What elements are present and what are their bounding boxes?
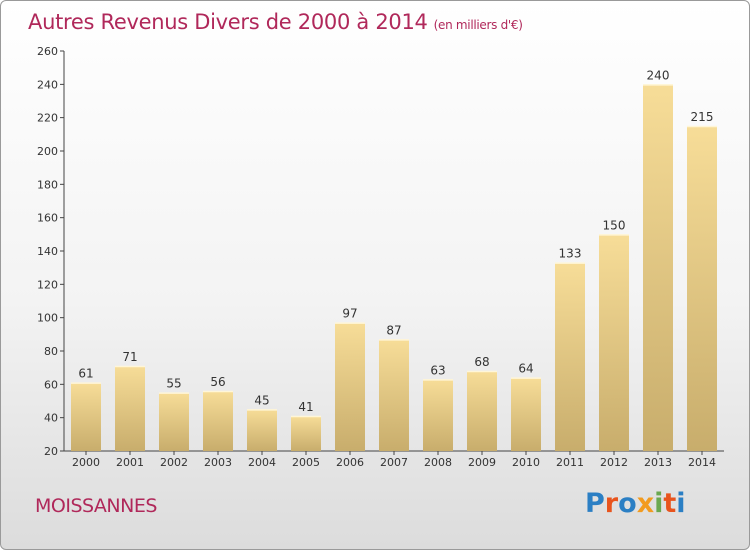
x-tick-label: 2000 — [72, 456, 100, 469]
bar-value-label: 56 — [210, 375, 225, 389]
bar-value-label: 150 — [603, 218, 626, 232]
bar-value-label: 97 — [342, 307, 357, 321]
bar-value-label: 55 — [166, 377, 181, 391]
logo-letter: o — [618, 488, 637, 519]
y-tick-label: 60 — [44, 378, 58, 391]
y-tick-label: 20 — [44, 445, 58, 458]
x-tick-label: 2004 — [248, 456, 276, 469]
x-tick-label: 2007 — [380, 456, 408, 469]
bar-value-label: 133 — [559, 247, 582, 261]
y-tick-label: 260 — [37, 45, 58, 58]
bar-value-label: 87 — [386, 323, 401, 337]
bar-value-label: 41 — [298, 400, 313, 414]
bar-value-label: 45 — [254, 393, 269, 407]
x-tick-label: 2014 — [688, 456, 716, 469]
x-tick-label: 2008 — [424, 456, 452, 469]
logo-letter: t — [663, 488, 677, 519]
y-tick-label: 140 — [37, 245, 58, 258]
bar-2013 — [643, 84, 673, 451]
x-tick-label: 2009 — [468, 456, 496, 469]
bar-2001 — [115, 366, 145, 451]
x-tick-label: 2002 — [160, 456, 188, 469]
x-tick-label: 2006 — [336, 456, 364, 469]
y-tick-label: 40 — [44, 412, 58, 425]
bar-value-label: 64 — [518, 362, 533, 376]
x-tick-label: 2003 — [204, 456, 232, 469]
x-tick-label: 2013 — [644, 456, 672, 469]
bar-2014 — [687, 126, 717, 451]
y-tick-label: 80 — [44, 345, 58, 358]
bar-value-label: 240 — [647, 68, 670, 82]
bar-2006 — [335, 322, 365, 451]
y-tick-label: 240 — [37, 78, 58, 91]
y-tick-label: 220 — [37, 112, 58, 125]
bar-2012 — [599, 234, 629, 451]
bar-2000 — [71, 382, 101, 451]
bar-value-label: 63 — [430, 363, 445, 377]
x-tick-label: 2011 — [556, 456, 584, 469]
bar-2002 — [159, 392, 189, 451]
y-tick-label: 200 — [37, 145, 58, 158]
chart-title: Autres Revenus Divers de 2000 à 2014 (en … — [28, 10, 523, 34]
x-tick-label: 2005 — [292, 456, 320, 469]
chart-subtitle: (en milliers d'€) — [433, 18, 523, 32]
x-tick-label: 2012 — [600, 456, 628, 469]
bar-2010 — [511, 377, 541, 451]
bar-2011 — [555, 262, 585, 451]
y-tick-label: 100 — [37, 312, 58, 325]
bar-2003 — [203, 391, 233, 451]
bar-2004 — [247, 409, 277, 451]
y-tick-label: 120 — [37, 278, 58, 291]
logo-letter: r — [604, 488, 619, 519]
x-tick-label: 2010 — [512, 456, 540, 469]
x-tick-label: 2001 — [116, 456, 144, 469]
bar-2007 — [379, 339, 409, 451]
bar-2009 — [467, 371, 497, 451]
bar-2008 — [423, 379, 453, 451]
bar-value-label: 215 — [691, 110, 714, 124]
bar-value-label: 71 — [122, 350, 137, 364]
bar-value-label: 68 — [474, 355, 489, 369]
bar-2005 — [291, 416, 321, 451]
y-tick-label: 180 — [37, 178, 58, 191]
bar-value-label: 61 — [78, 367, 93, 381]
y-tick-label: 160 — [37, 212, 58, 225]
logo-letter: x — [636, 488, 655, 519]
logo-letter: P — [585, 488, 605, 519]
city-name: MOISSANNES — [35, 495, 157, 517]
proxiti-logo[interactable]: Proxiti — [585, 488, 686, 519]
chart-title-text: Autres Revenus Divers de 2000 à 2014 — [28, 10, 428, 34]
logo-letter: i — [676, 488, 686, 519]
logo-letter: i — [654, 488, 664, 519]
